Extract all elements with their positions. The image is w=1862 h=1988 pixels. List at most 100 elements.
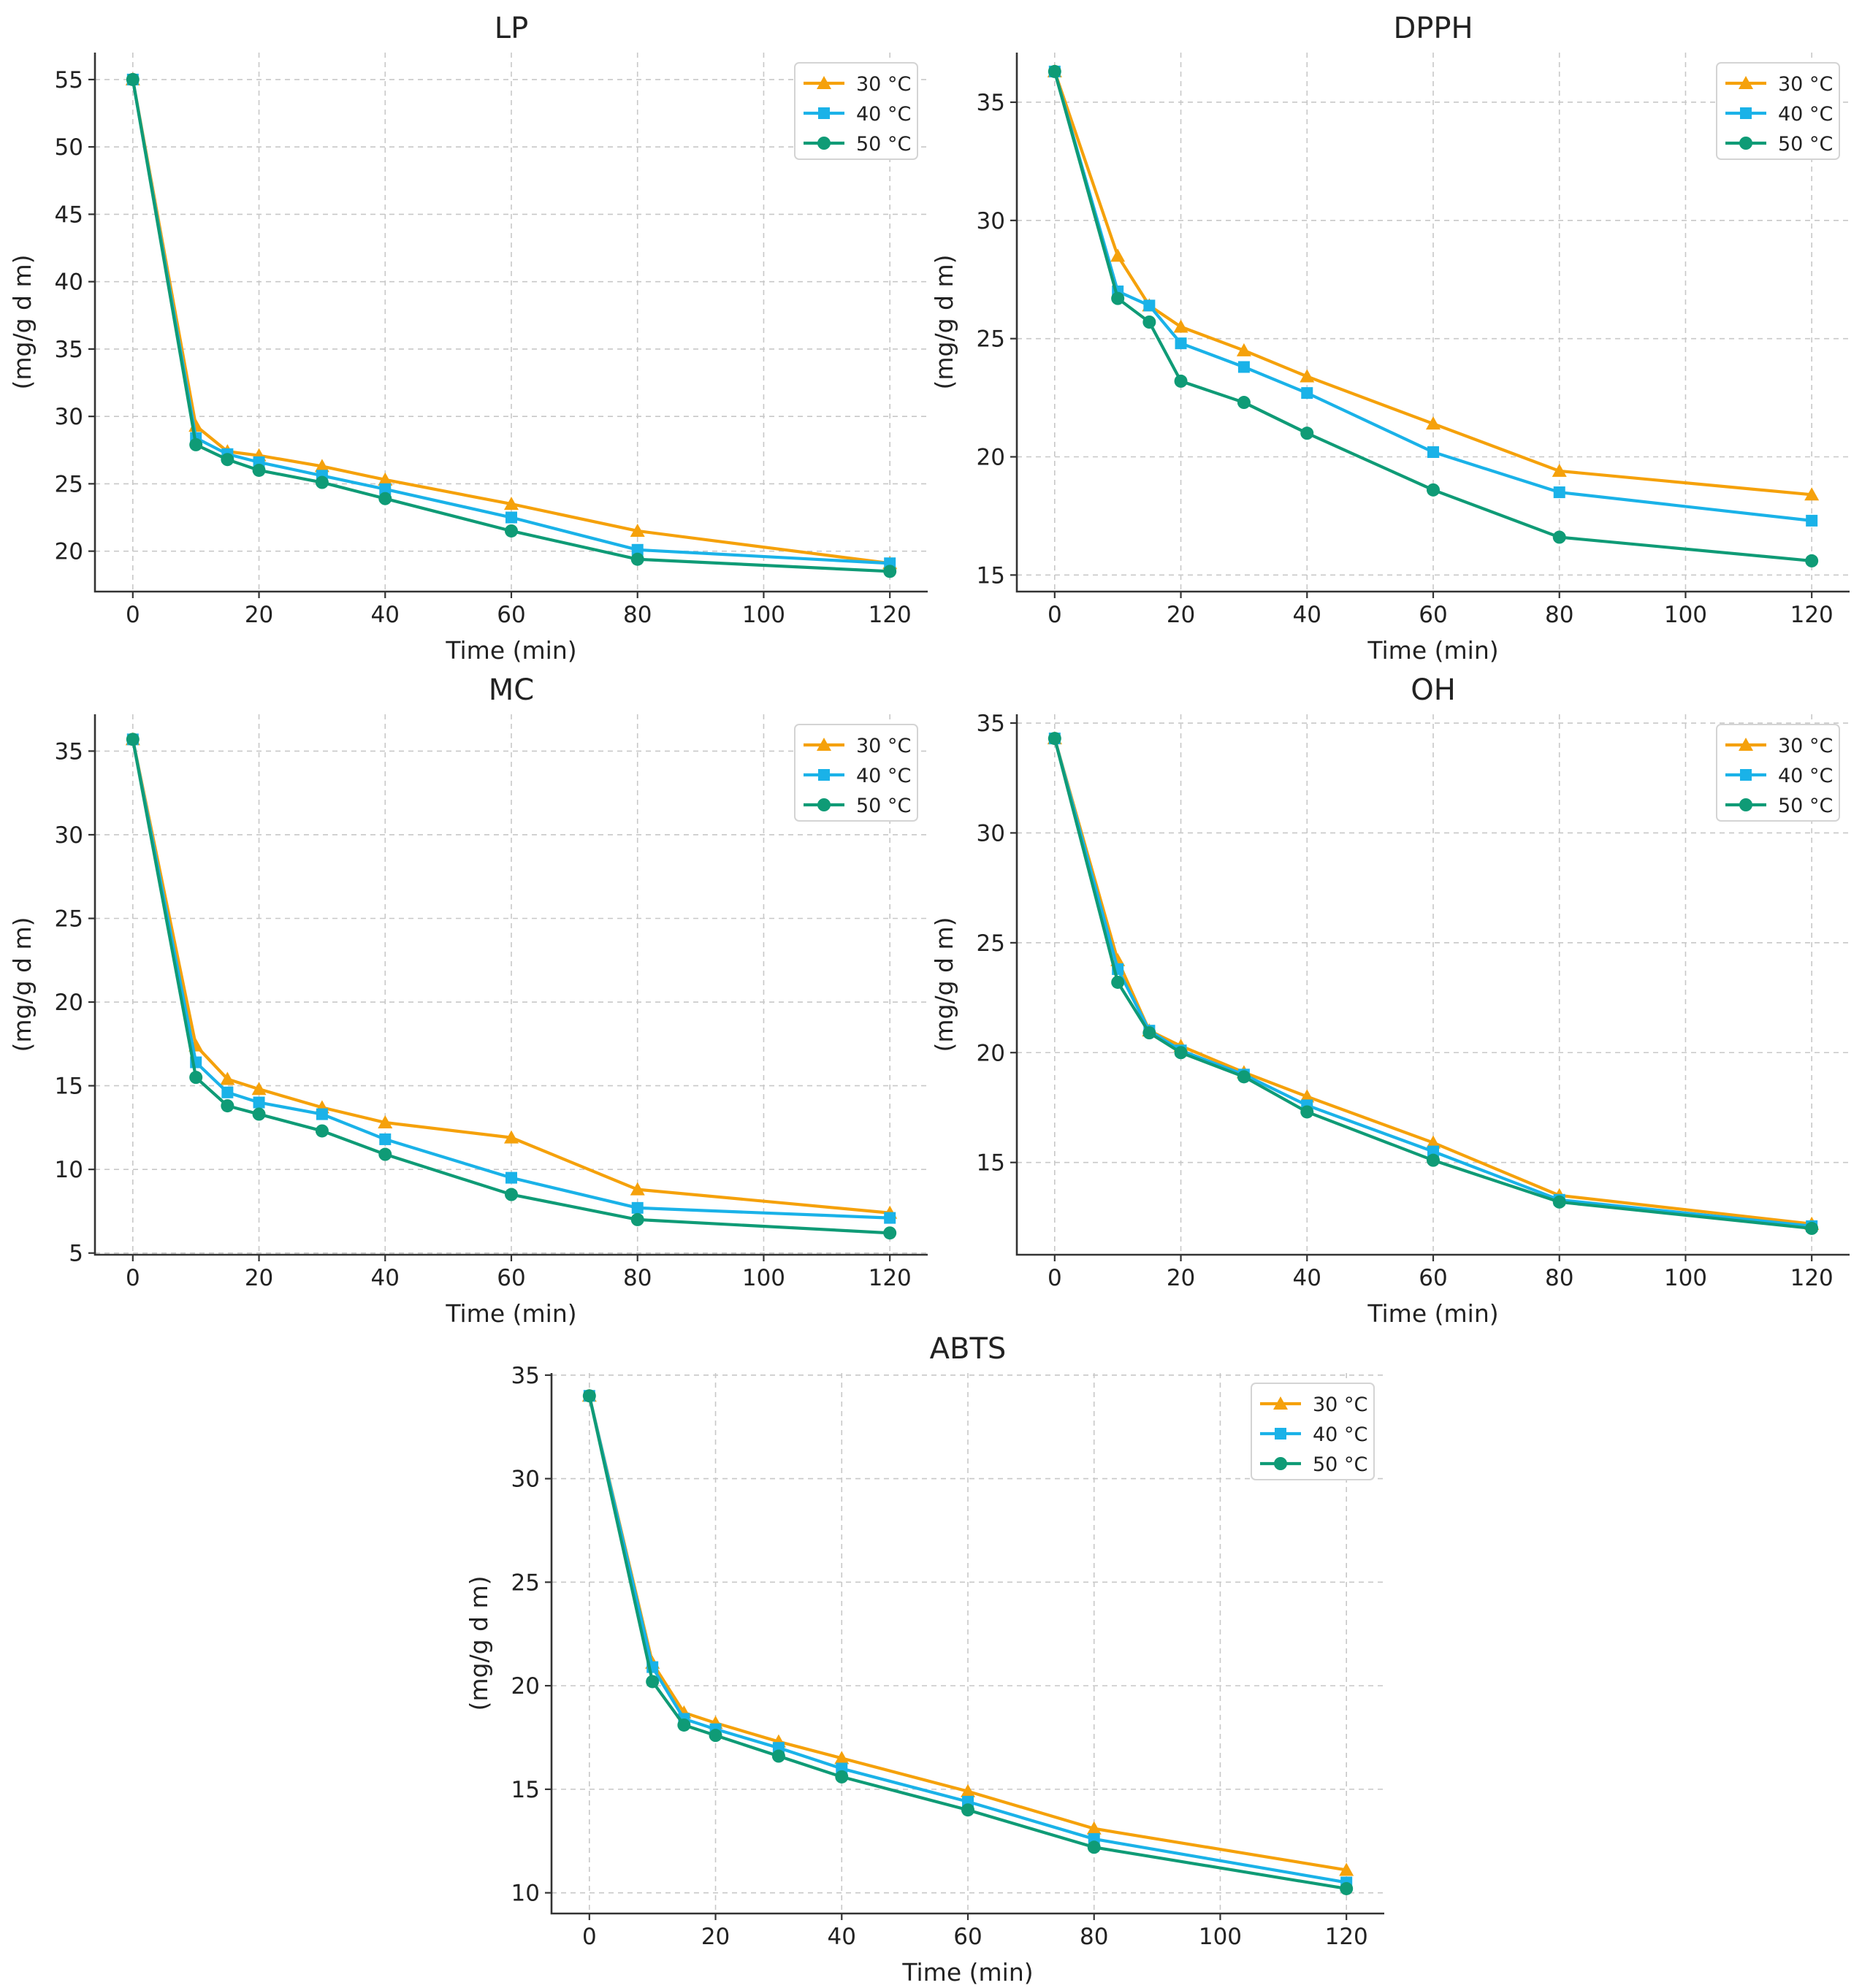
- data-point: [1300, 427, 1314, 440]
- y-tick-label: 55: [55, 67, 83, 93]
- x-tick-label: 80: [1545, 1265, 1573, 1291]
- data-point: [1427, 446, 1439, 459]
- x-tick-label: 0: [1048, 602, 1062, 628]
- data-point: [1175, 337, 1187, 350]
- data-point: [1237, 1070, 1251, 1084]
- y-tick-label: 10: [55, 1157, 83, 1183]
- x-tick-label: 100: [1199, 1924, 1242, 1950]
- data-point: [378, 1147, 392, 1161]
- data-point: [1087, 1840, 1101, 1854]
- data-point: [126, 72, 140, 86]
- data-point: [1111, 975, 1125, 989]
- data-point: [1110, 248, 1126, 262]
- x-tick-label: 0: [126, 1265, 140, 1291]
- data-point: [1427, 483, 1440, 497]
- data-point: [251, 1082, 267, 1096]
- data-point: [379, 483, 392, 495]
- y-tick-label: 25: [511, 1570, 540, 1596]
- data-point: [1174, 1046, 1188, 1060]
- data-point: [1552, 530, 1566, 544]
- data-point: [221, 1099, 234, 1113]
- legend: 30 °C 40 °C 50 °C: [1716, 724, 1840, 822]
- data-point: [378, 492, 392, 505]
- x-tick-label: 0: [1048, 1265, 1062, 1291]
- legend: 30 °C 40 °C 50 °C: [1716, 62, 1840, 160]
- series-50c: [1048, 732, 1819, 1235]
- data-point: [883, 1226, 897, 1240]
- data-point: [505, 511, 517, 524]
- data-point: [709, 1729, 722, 1743]
- legend-marker: [1740, 107, 1752, 119]
- data-point: [1553, 486, 1565, 499]
- data-point: [189, 1071, 203, 1085]
- legend-marker: [818, 107, 830, 119]
- y-tick-label: 35: [511, 1363, 540, 1389]
- x-tick-label: 20: [1167, 1265, 1195, 1291]
- y-axis-label: (mg/g d m): [8, 917, 37, 1052]
- x-tick-label: 80: [623, 602, 652, 628]
- x-axis-label: Time (min): [1367, 636, 1498, 665]
- data-point: [1173, 319, 1188, 333]
- y-tick-label: 20: [55, 539, 83, 565]
- chart-title: OH: [1411, 673, 1456, 707]
- x-tick-label: 20: [245, 602, 273, 628]
- x-tick-label: 0: [582, 1924, 597, 1950]
- x-tick-label: 40: [828, 1924, 856, 1950]
- data-point: [961, 1784, 975, 1797]
- data-point: [771, 1749, 785, 1763]
- y-tick-label: 20: [55, 990, 83, 1016]
- data-point: [630, 1212, 644, 1226]
- legend-marker: [1274, 1457, 1287, 1470]
- data-point: [505, 1188, 518, 1201]
- axes-frame: [94, 714, 928, 1256]
- y-tick-label: 35: [55, 738, 83, 765]
- legend-marker: [1739, 738, 1753, 751]
- legend-label: 30 °C: [856, 735, 911, 757]
- y-tick-label: 15: [55, 1074, 83, 1100]
- x-tick-label: 100: [1664, 1265, 1707, 1291]
- data-point: [631, 543, 644, 556]
- y-tick-label: 50: [55, 134, 83, 161]
- data-point: [221, 453, 234, 467]
- data-point: [630, 1182, 645, 1196]
- data-point: [1048, 64, 1061, 78]
- data-point: [1048, 732, 1061, 746]
- legend-marker: [1273, 1396, 1288, 1410]
- data-point: [1340, 1881, 1354, 1895]
- data-point: [1339, 1862, 1354, 1876]
- y-axis-label: (mg/g d m): [930, 917, 958, 1052]
- x-tick-label: 40: [1293, 602, 1321, 628]
- x-axis-label: Time (min): [1367, 1299, 1498, 1328]
- legend-label: 40 °C: [1778, 765, 1833, 787]
- data-point: [1236, 343, 1251, 356]
- legend-marker: [1739, 798, 1752, 811]
- legend-label: 30 °C: [1778, 73, 1833, 96]
- data-point: [1552, 463, 1567, 477]
- x-tick-label: 40: [371, 602, 400, 628]
- data-point: [835, 1770, 849, 1784]
- data-point: [1300, 1089, 1315, 1103]
- legend-label: 50 °C: [1778, 133, 1833, 156]
- x-tick-label: 80: [1080, 1924, 1108, 1950]
- legend-label: 40 °C: [1778, 103, 1833, 126]
- data-point: [378, 472, 393, 486]
- chart-title: DPPH: [1393, 12, 1473, 45]
- data-point: [961, 1803, 974, 1817]
- y-axis-label: (mg/g d m): [465, 1576, 493, 1711]
- legend-marker: [1739, 137, 1752, 150]
- y-tick-label: 35: [55, 337, 83, 363]
- y-tick-label: 25: [977, 930, 1005, 957]
- x-tick-label: 100: [1664, 602, 1707, 628]
- data-point: [315, 475, 329, 489]
- legend-marker: [1275, 1428, 1286, 1440]
- x-tick-label: 100: [742, 602, 785, 628]
- x-tick-label: 0: [126, 602, 140, 628]
- y-tick-label: 30: [977, 820, 1005, 846]
- data-point: [834, 1751, 850, 1765]
- axes-frame: [1015, 53, 1850, 593]
- data-point: [314, 459, 329, 473]
- y-tick-label: 20: [977, 445, 1005, 471]
- legend-label: 30 °C: [1313, 1393, 1367, 1416]
- panel-dpph: 0 20 40 60 80 100 120 15 20 25 30 35 DPPH Time (min) (…: [930, 12, 1850, 665]
